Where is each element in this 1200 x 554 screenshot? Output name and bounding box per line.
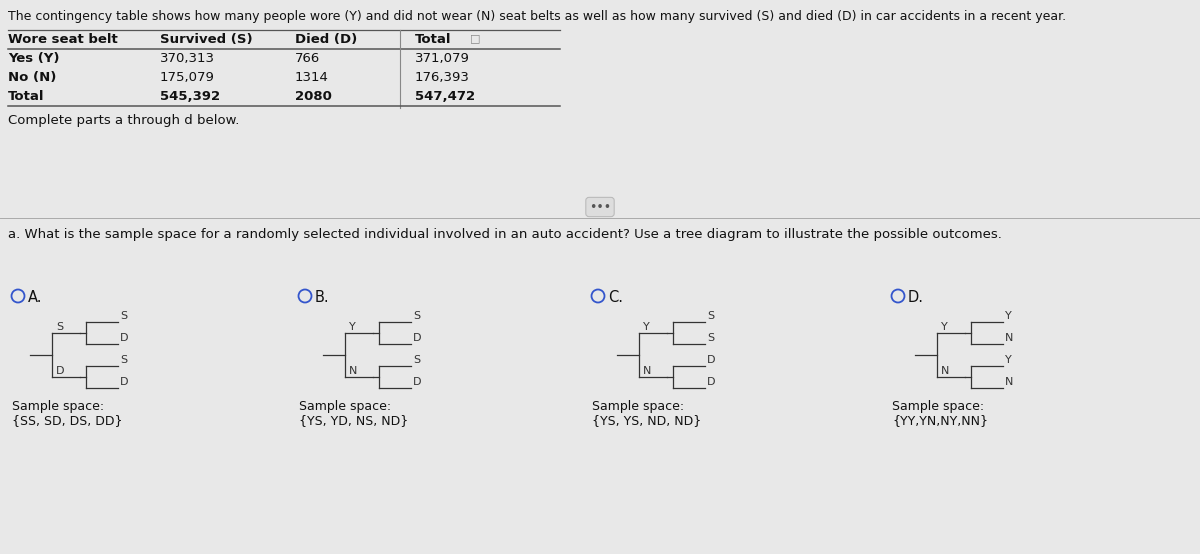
Text: N: N bbox=[1006, 333, 1013, 343]
Text: B.: B. bbox=[314, 290, 330, 305]
Text: S: S bbox=[56, 322, 64, 332]
Text: S: S bbox=[120, 355, 127, 365]
Text: N: N bbox=[1006, 377, 1013, 387]
Text: S: S bbox=[120, 311, 127, 321]
Text: Sample space:: Sample space: bbox=[299, 400, 391, 413]
Text: N: N bbox=[643, 366, 652, 376]
Text: S: S bbox=[707, 333, 714, 343]
Text: Survived (S): Survived (S) bbox=[160, 33, 253, 46]
Text: Sample space:: Sample space: bbox=[892, 400, 984, 413]
Text: {YS, YS, ND, ND}: {YS, YS, ND, ND} bbox=[592, 414, 701, 427]
Text: {YS, YD, NS, ND}: {YS, YD, NS, ND} bbox=[299, 414, 408, 427]
Text: D: D bbox=[413, 333, 421, 343]
Text: Total: Total bbox=[415, 33, 451, 46]
Text: •••: ••• bbox=[589, 201, 611, 213]
Text: C.: C. bbox=[608, 290, 623, 305]
Text: D: D bbox=[413, 377, 421, 387]
Text: Wore seat belt: Wore seat belt bbox=[8, 33, 118, 46]
Text: D: D bbox=[120, 377, 128, 387]
Text: S: S bbox=[707, 311, 714, 321]
Text: No (N): No (N) bbox=[8, 71, 56, 84]
Text: Complete parts a through d below.: Complete parts a through d below. bbox=[8, 114, 239, 127]
Text: 547,472: 547,472 bbox=[415, 90, 475, 103]
Text: D: D bbox=[707, 355, 715, 365]
Text: N: N bbox=[941, 366, 949, 376]
Text: S: S bbox=[413, 311, 420, 321]
Text: Died (D): Died (D) bbox=[295, 33, 358, 46]
Text: D: D bbox=[120, 333, 128, 343]
Text: Yes (Y): Yes (Y) bbox=[8, 52, 60, 65]
Text: Y: Y bbox=[1006, 355, 1012, 365]
Text: 545,392: 545,392 bbox=[160, 90, 220, 103]
Text: {YY,YN,NY,NN}: {YY,YN,NY,NN} bbox=[892, 414, 988, 427]
Text: D: D bbox=[707, 377, 715, 387]
Text: 176,393: 176,393 bbox=[415, 71, 470, 84]
Text: D.: D. bbox=[908, 290, 924, 305]
Text: Total: Total bbox=[8, 90, 44, 103]
Text: N: N bbox=[349, 366, 358, 376]
Text: Sample space:: Sample space: bbox=[592, 400, 684, 413]
Text: 370,313: 370,313 bbox=[160, 52, 215, 65]
Text: 766: 766 bbox=[295, 52, 320, 65]
Text: Y: Y bbox=[643, 322, 649, 332]
Text: The contingency table shows how many people wore (Y) and did not wear (N) seat b: The contingency table shows how many peo… bbox=[8, 10, 1066, 23]
Text: 371,079: 371,079 bbox=[415, 52, 470, 65]
Text: 1314: 1314 bbox=[295, 71, 329, 84]
Text: 2080: 2080 bbox=[295, 90, 332, 103]
Text: a. What is the sample space for a randomly selected individual involved in an au: a. What is the sample space for a random… bbox=[8, 228, 1002, 241]
Text: S: S bbox=[413, 355, 420, 365]
Text: Y: Y bbox=[941, 322, 948, 332]
Text: A.: A. bbox=[28, 290, 42, 305]
Text: {SS, SD, DS, DD}: {SS, SD, DS, DD} bbox=[12, 414, 122, 427]
Text: Y: Y bbox=[1006, 311, 1012, 321]
Text: 175,079: 175,079 bbox=[160, 71, 215, 84]
Text: □: □ bbox=[470, 33, 480, 43]
Text: D: D bbox=[56, 366, 65, 376]
Text: Y: Y bbox=[349, 322, 355, 332]
Text: Sample space:: Sample space: bbox=[12, 400, 104, 413]
